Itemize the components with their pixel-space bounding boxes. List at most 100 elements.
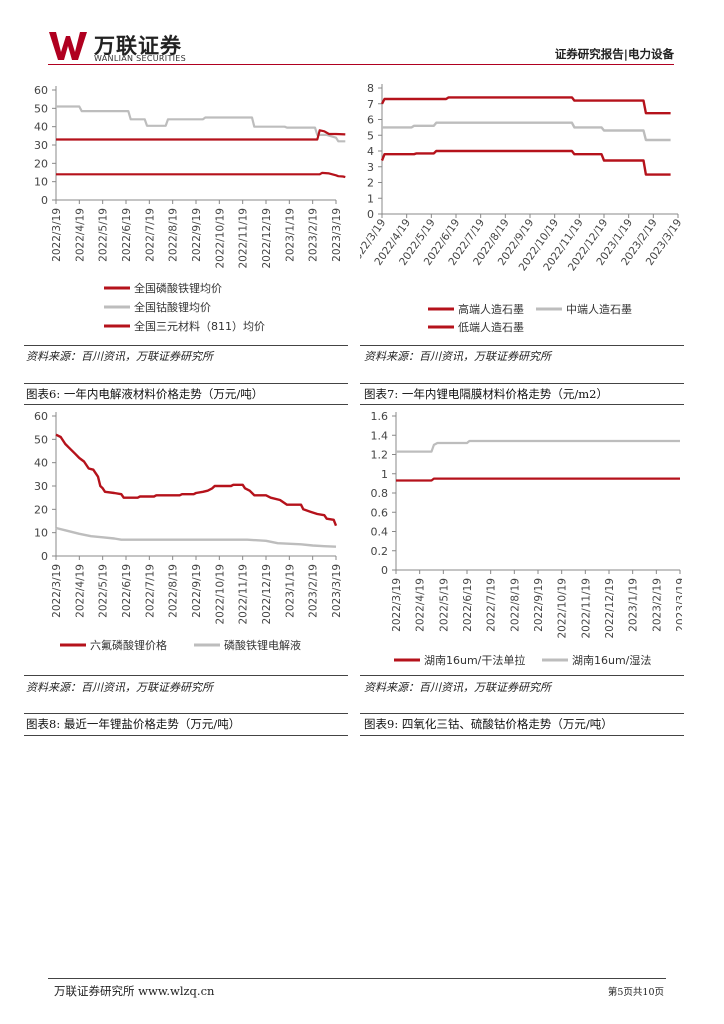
y-tick-label: 10 xyxy=(34,527,48,540)
y-tick-label: 1.4 xyxy=(371,429,389,442)
x-tick-label: 2022/4/19 xyxy=(74,208,86,262)
y-tick-label: 0 xyxy=(367,208,374,221)
y-tick-label: 2 xyxy=(367,177,374,190)
source-note: 资料来源：百川资讯，万联证券研究所 xyxy=(364,350,551,363)
x-tick-label: 2022/4/19 xyxy=(415,578,427,632)
divider-line xyxy=(24,675,348,676)
y-tick-label: 0.4 xyxy=(371,526,389,539)
x-tick-label: 2022/9/19 xyxy=(191,208,203,262)
x-tick-label: 2022/7/19 xyxy=(144,208,156,262)
wanlian-logo-icon xyxy=(49,32,87,60)
divider-line xyxy=(360,383,684,384)
divider-line xyxy=(24,404,348,405)
y-tick-label: 8 xyxy=(367,82,374,95)
x-tick-label: 2023/3/19 xyxy=(331,208,343,262)
x-tick-label: 2022/11/19 xyxy=(238,564,250,625)
x-tick-label: 2022/11/19 xyxy=(238,208,250,269)
divider-line xyxy=(360,713,684,714)
electrolyte-price-chart: 0 10 20 30 40 50 60 2022/3/19 2022/4/19 2022/5/19… xyxy=(34,410,343,652)
y-tick-label: 7 xyxy=(367,98,374,111)
y-tick-label: 20 xyxy=(34,503,48,516)
header-divider xyxy=(48,64,674,65)
legend-label: 六氟磷酸锂价格 xyxy=(90,638,167,652)
x-tick-label: 2022/12/19 xyxy=(261,564,273,625)
y-tick-label: 0.6 xyxy=(371,506,389,519)
legend-label: 湖南16um/干法单拉 xyxy=(424,653,525,667)
divider-line xyxy=(360,735,684,736)
legend-label: 湖南16um/湿法 xyxy=(572,653,651,667)
legend-label: 全国钴酸锂均价 xyxy=(134,300,211,314)
divider-line xyxy=(24,345,348,346)
x-tick-label: 2022/5/19 xyxy=(98,208,110,262)
x-tick-label: 2022/8/19 xyxy=(168,208,180,262)
y-tick-label: 5 xyxy=(367,129,374,142)
legend-label: 磷酸铁锂电解液 xyxy=(224,638,301,652)
x-tick-label: 2023/2/19 xyxy=(308,564,320,618)
page-number: 第5页共10页 xyxy=(607,987,664,998)
x-tick-label: 2022/12/19 xyxy=(604,578,616,639)
x-tick-label: 2023/3/19 xyxy=(331,564,343,618)
x-tick-label: 2022/5/19 xyxy=(98,564,110,618)
series-line-2 xyxy=(396,439,680,453)
series-line-1 xyxy=(396,477,680,482)
divider-line xyxy=(24,713,348,714)
divider-line xyxy=(360,404,684,405)
logo-text-en: WANLIAN SECURITIES xyxy=(94,54,187,63)
x-tick-label: 2022/6/19 xyxy=(121,208,133,262)
y-tick-label: 0 xyxy=(41,550,48,563)
x-tick-label: 2022/7/19 xyxy=(144,564,156,618)
legend-label: 中端人造石墨 xyxy=(566,302,632,316)
graphite-price-chart: 0123456782022/3/192022/4/192022/5/192022… xyxy=(360,82,682,334)
y-tick-label: 6 xyxy=(367,114,374,127)
y-tick-label: 10 xyxy=(34,176,48,189)
x-tick-label: 2022/9/19 xyxy=(191,564,203,618)
figure-8-title: 图表8: 最近一年锂盐价格走势（万元/吨） xyxy=(26,717,241,731)
report-category: 证券研究报告|电力设备 xyxy=(554,47,674,61)
y-tick-label: 50 xyxy=(34,102,48,115)
y-tick-label: 1 xyxy=(367,192,374,205)
figure-9-title: 图表9: 四氧化三钴、硫酸钴价格走势（万元/吨） xyxy=(364,717,613,731)
divider-line xyxy=(24,735,348,736)
x-tick-label: 2022/10/19 xyxy=(557,578,569,639)
series-line-1 xyxy=(55,433,338,527)
y-tick-label: 40 xyxy=(34,457,48,470)
x-tick-label: 2022/10/19 xyxy=(214,564,226,625)
series-line-3 xyxy=(56,129,346,141)
series-line-1 xyxy=(380,96,671,115)
x-tick-label: 2023/1/19 xyxy=(284,564,296,618)
x-tick-label: 2023/1/19 xyxy=(284,208,296,262)
series-line-3 xyxy=(380,149,671,176)
x-tick-label: 2022/6/19 xyxy=(462,578,474,632)
x-tick-label: 2022/10/19 xyxy=(214,208,226,269)
y-tick-label: 1 xyxy=(381,468,388,481)
y-tick-label: 0 xyxy=(381,564,388,577)
y-tick-label: 60 xyxy=(34,410,48,423)
divider-line xyxy=(360,345,684,346)
x-tick-label: 2023/2/19 xyxy=(308,208,320,262)
figure-7-title: 图表7: 一年内锂电隔膜材料价格走势（元/m2） xyxy=(364,387,608,401)
legend-label: 全国磷酸铁锂均价 xyxy=(134,281,222,295)
x-tick-label: 2022/12/19 xyxy=(261,208,273,269)
source-note: 资料来源：百川资讯，万联证券研究所 xyxy=(364,681,551,694)
y-tick-label: 4 xyxy=(367,145,374,158)
footer-divider xyxy=(48,978,666,979)
divider-line xyxy=(24,383,348,384)
source-note: 资料来源：百川资讯，万联证券研究所 xyxy=(26,350,213,363)
separator-price-chart: 0 0.2 0.4 0.6 0.8 1 1.2 1.4 1.6 2022/3/19 2022/4/1… xyxy=(371,410,683,667)
x-tick-label: 2022/6/19 xyxy=(121,564,133,618)
footer-publisher: 万联证券研究所 www.wlzq.cn xyxy=(54,984,215,998)
x-tick-label: 2022/9/19 xyxy=(533,578,545,632)
source-note: 资料来源：百川资讯，万联证券研究所 xyxy=(26,681,213,694)
x-tick-label: 2022/11/19 xyxy=(580,578,592,639)
x-tick-label: 2022/8/19 xyxy=(168,564,180,618)
legend-label: 高端人造石墨 xyxy=(458,302,524,316)
y-tick-label: 30 xyxy=(34,480,48,493)
logo-text-cn: 万联证券 xyxy=(94,34,182,58)
divider-line xyxy=(360,675,684,676)
y-tick-label: 1.6 xyxy=(371,410,389,423)
x-tick-label: 2022/3/19 xyxy=(51,564,63,618)
y-tick-label: 0.8 xyxy=(371,487,389,500)
series-line-2 xyxy=(55,526,337,548)
x-tick-label: 2023/1/19 xyxy=(628,578,640,632)
x-tick-label: 2022/7/19 xyxy=(486,578,498,632)
